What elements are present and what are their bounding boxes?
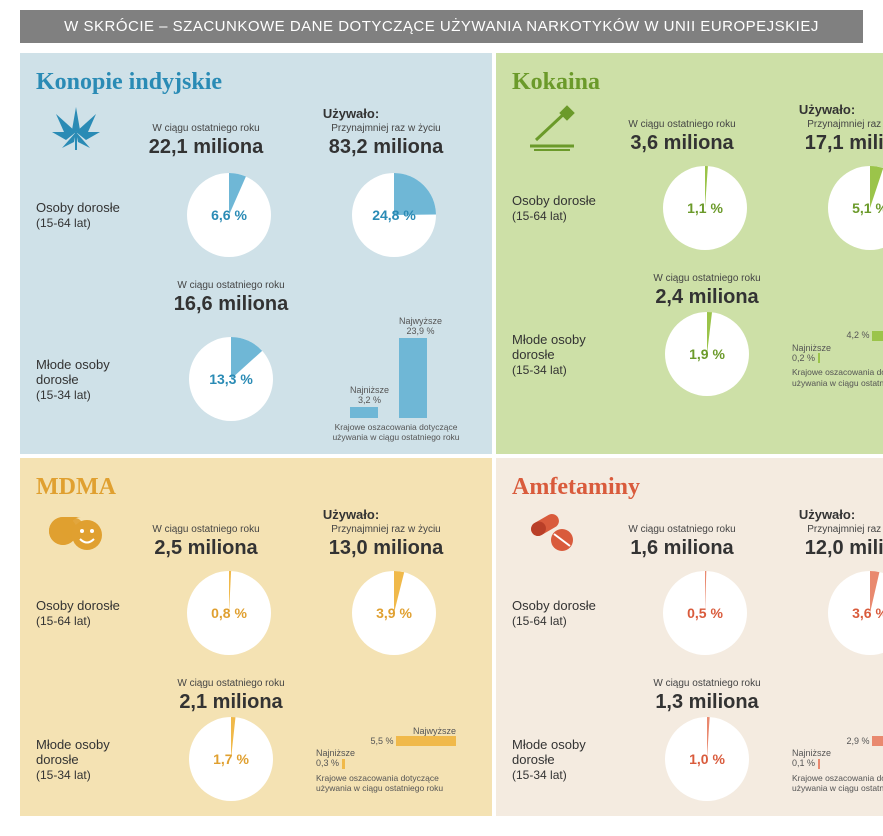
young-last-year-stat: W ciągu ostatniego roku 2,1 miliona [146, 678, 316, 714]
panel-grid: Konopie indyjskie Używało: W ciągu ostat… [0, 43, 883, 836]
young-label: Młode osoby dorosłe(15-34 lat) [512, 332, 622, 377]
young-label: Młode osoby dorosłe(15-34 lat) [36, 737, 146, 782]
young-last-year-stat: W ciągu ostatniego roku 1,3 miliona [622, 678, 792, 714]
young-label: Młode osoby dorosłe(15-34 lat) [512, 737, 622, 782]
adults-last-year-pie: 0,8 % [146, 568, 311, 658]
adults-lifetime-stat: Przynajmniej raz w życiu 17,1 miliona [772, 119, 883, 155]
adults-last-year-stat: W ciągu ostatniego roku 3,6 miliona [592, 119, 772, 155]
drug-icon [512, 512, 592, 556]
adults-last-year-stat: W ciągu ostatniego roku 2,5 miliona [116, 524, 296, 560]
header-bar: W SKRÓCIE – SZACUNKOWE DANE DOTYCZĄCE UŻ… [20, 10, 863, 43]
adults-lifetime-pie: 3,9 % [311, 568, 476, 658]
adults-label: Osoby dorosłe(15-64 lat) [512, 193, 622, 223]
adults-label: Osoby dorosłe(15-64 lat) [36, 200, 146, 230]
adults-lifetime-pie: 5,1 % [787, 163, 883, 253]
young-label: Młode osoby dorosłe(15-34 lat) [36, 357, 146, 402]
used-label: Używało: [226, 106, 476, 121]
panel-mdma: MDMA Używało: W ciągu ostatniego roku 2, [20, 458, 492, 816]
panel-title: Amfetaminy [512, 474, 883, 501]
adults-last-year-pie: 6,6 % [146, 170, 311, 260]
panel-kokaina: Kokaina Używało: W ciągu ostatniego roku… [496, 53, 883, 454]
drug-icon [512, 104, 592, 154]
drug-icon [36, 513, 116, 555]
panel-amfetaminy: Amfetaminy Używało: W ciągu ostatniego r… [496, 458, 883, 816]
young-last-year-pie: 1,9 % [622, 309, 792, 399]
young-last-year-stat: W ciągu ostatniego roku 2,4 miliona [622, 273, 792, 309]
adults-last-year-stat: W ciągu ostatniego roku 22,1 miliona [116, 123, 296, 159]
svg-text:1,9 %: 1,9 % [689, 346, 725, 362]
adults-last-year-stat: W ciągu ostatniego roku 1,6 miliona [592, 524, 772, 560]
svg-text:3,9 %: 3,9 % [376, 605, 412, 621]
svg-text:0,8 %: 0,8 % [211, 605, 247, 621]
used-label: Używało: [702, 102, 883, 117]
young-last-year-pie: 13,3 % [146, 334, 316, 424]
svg-text:13,3 %: 13,3 % [209, 371, 253, 387]
svg-text:24,8 %: 24,8 % [372, 207, 416, 223]
adults-lifetime-stat: Przynajmniej raz w życiu 12,0 miliona [772, 524, 883, 560]
svg-text:3,6 %: 3,6 % [852, 605, 883, 621]
panel-title: MDMA [36, 474, 476, 501]
national-estimates-bars: Najwyższe 5,5 % Najniższe 0,3 % Krajowe … [316, 726, 476, 794]
national-estimates-bars: Najniższe3,2 % Najwyższe23,9 % Krajowe o… [316, 316, 476, 442]
svg-text:0,5 %: 0,5 % [687, 605, 723, 621]
adults-lifetime-stat: Przynajmniej raz w życiu 13,0 miliona [296, 524, 476, 560]
panel-title: Kokaina [512, 69, 883, 96]
young-last-year-stat: W ciągu ostatniego roku 16,6 miliona [146, 280, 316, 316]
adults-lifetime-pie: 24,8 % [311, 170, 476, 260]
adults-lifetime-pie: 3,6 % [787, 568, 883, 658]
panel-konopie-indyjskie: Konopie indyjskie Używało: W ciągu ostat… [20, 53, 492, 454]
svg-text:1,0 %: 1,0 % [689, 751, 725, 767]
adults-last-year-pie: 0,5 % [622, 568, 787, 658]
svg-text:5,1 %: 5,1 % [852, 200, 883, 216]
adults-label: Osoby dorosłe(15-64 lat) [512, 598, 622, 628]
adults-last-year-pie: 1,1 % [622, 163, 787, 253]
svg-text:6,6 %: 6,6 % [211, 207, 247, 223]
used-label: Używało: [226, 507, 476, 522]
national-estimates-bars: Najwyższe 2,9 % Najniższe 0,1 % Krajowe … [792, 726, 883, 794]
used-label: Używało: [702, 507, 883, 522]
adults-lifetime-stat: Przynajmniej raz w życiu 83,2 miliona [296, 123, 476, 159]
adults-label: Osoby dorosłe(15-64 lat) [36, 598, 146, 628]
drug-icon [36, 102, 116, 162]
panel-title: Konopie indyjskie [36, 69, 476, 96]
national-estimates-bars: Najwyższe 4,2 % Najniższe 0,2 % Krajowe … [792, 320, 883, 388]
svg-text:1,1 %: 1,1 % [687, 200, 723, 216]
svg-text:1,7 %: 1,7 % [213, 751, 249, 767]
